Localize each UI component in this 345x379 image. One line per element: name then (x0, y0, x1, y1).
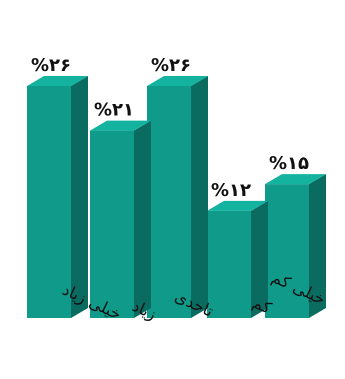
bar-1 (90, 131, 134, 318)
value-label-1: %۲۱ (94, 100, 134, 121)
bar-0 (27, 86, 71, 318)
bar-side-1 (134, 121, 151, 318)
value-label-3: %۱۲ (211, 180, 251, 201)
value-label-2: %۲۶ (151, 55, 191, 76)
bar-side-2 (191, 76, 208, 318)
bar-2 (147, 86, 191, 318)
value-label-0: %۲۶ (31, 55, 71, 76)
value-label-4: %۱۵ (269, 153, 309, 174)
